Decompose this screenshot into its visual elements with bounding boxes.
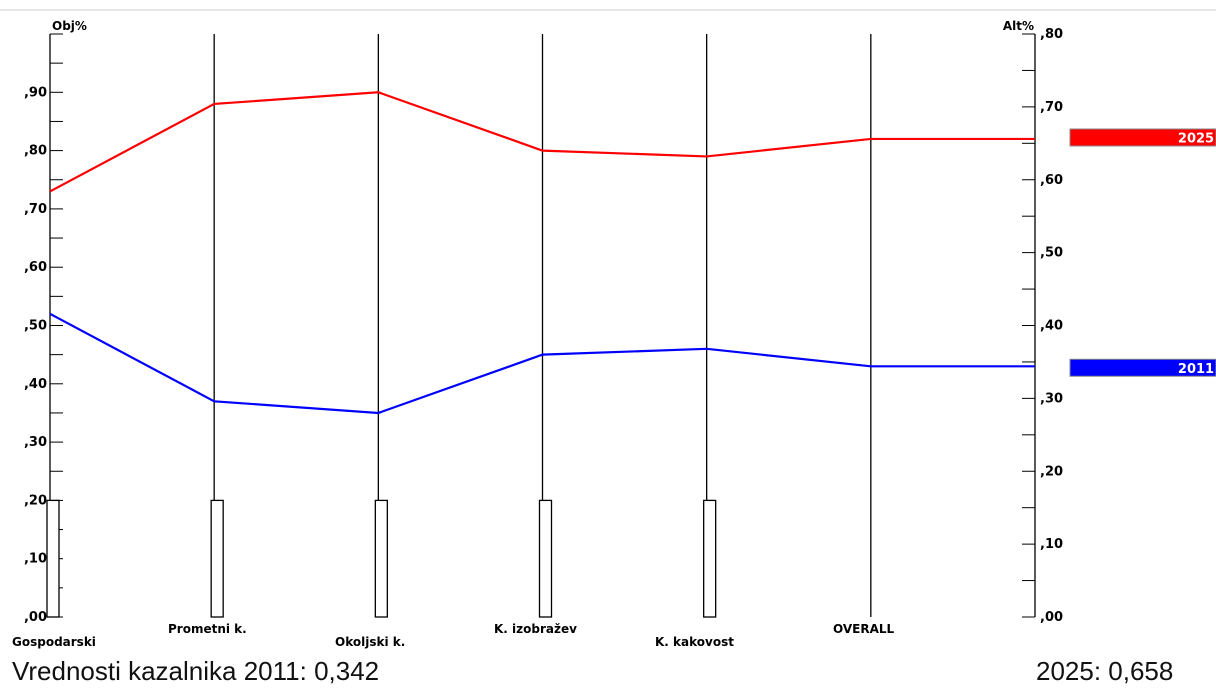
right-axis-title: Alt% bbox=[1003, 19, 1034, 33]
category-label: OVERALL bbox=[833, 622, 895, 636]
left-tick-label: ,20 bbox=[24, 493, 47, 508]
left-tick-label: ,40 bbox=[24, 377, 47, 392]
legend-label-2025: 2025 bbox=[1178, 131, 1214, 146]
right-tick-label: ,60 bbox=[1040, 173, 1063, 188]
weight-bar-1 bbox=[210, 499, 224, 618]
legend-badge-2025 bbox=[1069, 128, 1216, 147]
left-tick-label: ,50 bbox=[24, 319, 47, 334]
weight-bar-3 bbox=[538, 499, 553, 618]
left-tick-label: ,60 bbox=[24, 260, 47, 275]
right-tick-label: ,70 bbox=[1040, 100, 1063, 115]
footer-2025-value: 2025: 0,658 bbox=[1036, 656, 1174, 686]
legend-badge-2011 bbox=[1069, 358, 1216, 377]
right-tick-label: ,10 bbox=[1040, 537, 1063, 552]
chart-svg: ,00 ,10 ,20 ,30 ,40 ,50 ,60 ,70 ,80 ,90 ,00 ,10 ,20,… bbox=[0, 9, 1216, 649]
right-tick-label: ,30 bbox=[1040, 391, 1063, 406]
left-tick-label: ,70 bbox=[24, 202, 47, 217]
legend-label-2011: 2011 bbox=[1178, 362, 1214, 377]
footer-indicator-values: Vrednosti kazalnika 2011: 0,342 bbox=[12, 656, 380, 686]
left-tick-label: ,80 bbox=[24, 144, 47, 159]
category-label: K. izobražev bbox=[494, 622, 577, 636]
right-tick-label: ,50 bbox=[1040, 246, 1063, 261]
weight-bar-0 bbox=[46, 499, 60, 618]
left-tick-label: ,00 bbox=[24, 610, 47, 625]
right-tick-label: ,00 bbox=[1040, 610, 1063, 625]
left-tick-label: ,90 bbox=[24, 85, 47, 100]
right-tick-label: ,80 bbox=[1040, 27, 1063, 42]
category-label: Prometni k. bbox=[168, 622, 247, 636]
weight-bar-4 bbox=[703, 499, 717, 618]
category-label: Gospodarski bbox=[12, 635, 96, 649]
right-tick-label: ,20 bbox=[1040, 464, 1063, 479]
weight-bar-2 bbox=[374, 499, 388, 618]
left-axis-title: Obj% bbox=[52, 19, 87, 33]
left-tick-label: ,30 bbox=[24, 435, 47, 450]
category-label: Okoljski k. bbox=[335, 635, 405, 649]
category-label: K. kakovost bbox=[655, 635, 734, 649]
left-tick-label: ,10 bbox=[24, 552, 47, 567]
right-tick-label: ,40 bbox=[1040, 319, 1063, 334]
